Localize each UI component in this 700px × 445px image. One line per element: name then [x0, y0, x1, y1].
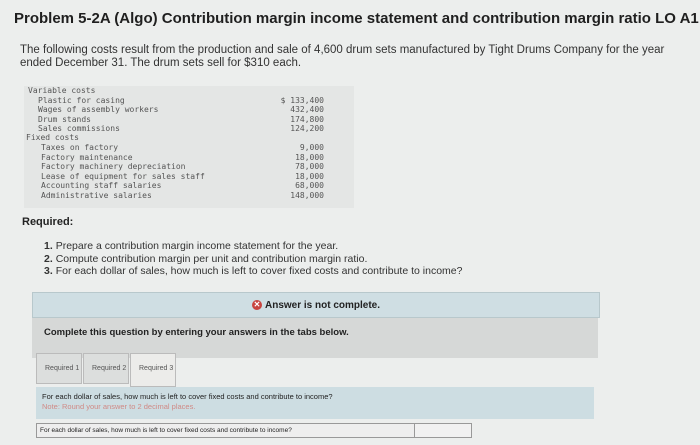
costs-table: Variable costs Plastic for casing $ 133,4… — [24, 86, 354, 208]
cost-label: Drum stands — [38, 114, 91, 124]
required-item: 2. Compute contribution margin per unit … — [44, 252, 368, 265]
variable-costs-heading: Variable costs — [28, 86, 96, 95]
cost-value: 174,800 — [290, 114, 324, 124]
cost-label: Taxes on factory — [41, 143, 119, 152]
fixed-costs-heading: Fixed costs — [26, 133, 79, 142]
cost-label: Factory maintenance — [41, 152, 133, 162]
question-text: For each dollar of sales, how much is le… — [42, 392, 333, 401]
cost-value: 148,000 — [290, 190, 324, 200]
answer-input[interactable] — [414, 424, 471, 437]
cost-value: 18,000 — [295, 152, 324, 162]
cost-label: Administrative salaries — [41, 190, 152, 200]
cost-label: Sales commissions — [38, 124, 120, 133]
cost-label: Wages of assembly workers — [38, 105, 159, 114]
cost-value: 9,000 — [299, 143, 324, 152]
required-item: 3. For each dollar of sales, how much is… — [44, 265, 463, 277]
cost-value: $ 133,400 — [280, 95, 324, 105]
cost-label: Factory machinery depreciation — [41, 162, 186, 171]
instructions-banner: Complete this question by entering your … — [32, 318, 598, 358]
cost-label: Lease of equipment for sales staff — [41, 171, 205, 181]
cost-label: Accounting staff salaries — [41, 181, 162, 190]
cost-value: 68,000 — [295, 181, 324, 190]
tab-required-1[interactable]: Required 1 — [36, 353, 82, 384]
cost-label: Plastic for casing — [38, 95, 125, 105]
cost-value: 124,200 — [290, 124, 324, 133]
required-item: 1. Prepare a contribution margin income … — [44, 240, 339, 252]
tab-required-2[interactable]: Required 2 — [83, 353, 129, 384]
question-box: For each dollar of sales, how much is le… — [36, 387, 594, 419]
required-heading: Required: — [22, 216, 74, 228]
answer-row-label: For each dollar of sales, how much is le… — [40, 427, 292, 434]
required-list: 1. Prepare a contribution margin income … — [44, 240, 462, 278]
cost-value: 18,000 — [295, 171, 324, 181]
error-x-icon: ✕ — [251, 300, 262, 310]
cost-value: 78,000 — [295, 162, 324, 171]
answer-status-banner: ✕ Answer is not complete. — [32, 292, 600, 318]
tab-bar: Required 1 Required 2 Required 3 — [36, 353, 177, 387]
problem-title: Problem 5-2A (Algo) Contribution margin … — [14, 10, 699, 27]
rounding-note: Note: Round your answer to 2 decimal pla… — [42, 402, 196, 411]
problem-intro: The following costs result from the prod… — [20, 44, 665, 69]
answer-row: For each dollar of sales, how much is le… — [36, 423, 472, 438]
tab-required-3[interactable]: Required 3 — [130, 353, 176, 387]
cost-value: 432,400 — [290, 105, 324, 114]
